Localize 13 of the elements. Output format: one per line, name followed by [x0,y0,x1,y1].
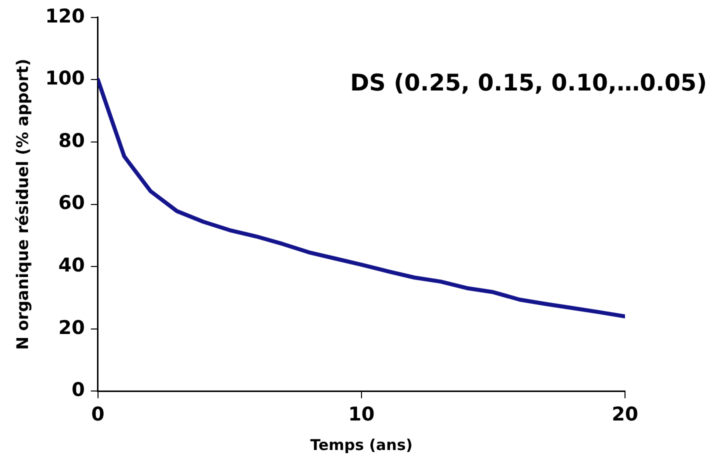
y-tick-label: 120 [45,5,85,28]
y-tick-label: 0 [72,379,85,402]
y-tick-label: 100 [45,68,85,90]
y-axis-title: N organique résiduel (% apport) [12,58,32,350]
x-axis-title: Temps (ans) [310,436,413,454]
y-tick-label: 80 [58,130,85,152]
y-tick-label: 40 [58,254,85,277]
y-tick-label: 60 [58,192,85,214]
x-tick-label: 10 [348,404,375,426]
annotation: DS (0.25, 0.15, 0.10,…0.05) [350,70,707,97]
x-tick-label: 20 [612,404,638,426]
y-tick-label: 20 [58,316,85,339]
x-tick-label: 0 [91,404,104,426]
